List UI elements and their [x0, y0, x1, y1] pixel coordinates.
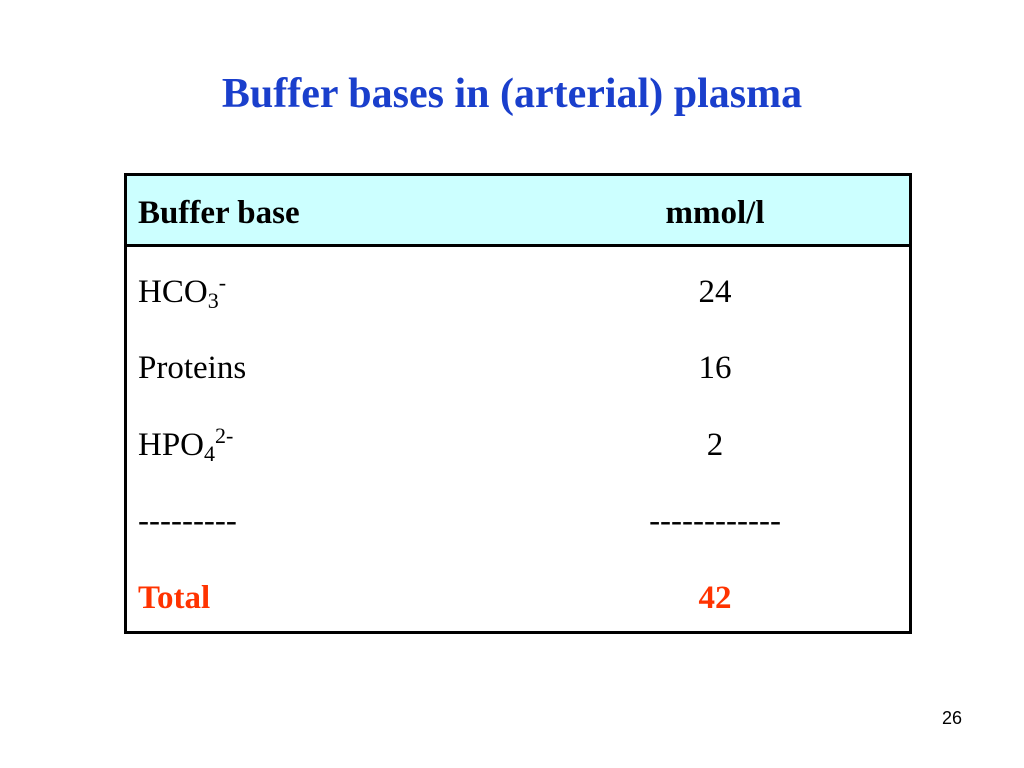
table-row: Proteins 16	[127, 343, 909, 393]
page-number: 26	[941, 708, 962, 728]
total-row: Total 42	[127, 573, 909, 623]
subscript: 4	[204, 441, 216, 466]
slide-title: Buffer bases in (arterial) plasma	[221, 71, 803, 117]
table: Buffer base mmol/l HCO3- 24 Proteins 16 …	[124, 173, 912, 634]
column-header: mmol/l	[665, 195, 765, 231]
cell: HCO3-	[138, 267, 226, 317]
column-header: Buffer base	[138, 195, 300, 231]
formula: HPO	[138, 427, 205, 463]
cell: 24	[698, 274, 732, 310]
superscript: 2-	[215, 423, 234, 448]
cell: 2	[706, 427, 724, 463]
cell: Proteins	[138, 350, 247, 386]
cell: HPO42-	[138, 420, 233, 470]
cell: ---------	[138, 503, 237, 539]
cell: 42	[698, 580, 732, 616]
table-row: HCO3- 24	[127, 267, 909, 317]
cell: Total	[138, 580, 211, 616]
table-row: HPO42- 2	[127, 420, 909, 470]
cell: 16	[698, 350, 732, 386]
table-header: Buffer base mmol/l	[127, 176, 909, 247]
subscript: 3	[207, 288, 219, 313]
cell: ------------	[649, 503, 781, 539]
superscript: -	[218, 270, 227, 295]
table-row: --------- ------------	[127, 496, 909, 546]
formula: HCO	[138, 274, 208, 310]
header-row: Buffer base mmol/l	[127, 188, 909, 238]
